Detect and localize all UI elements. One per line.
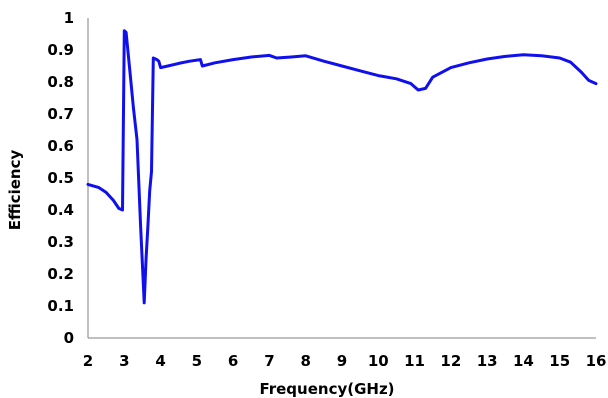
series-layer: [86, 29, 598, 305]
y-tick-label: 0.9: [47, 41, 74, 59]
x-tick-label: 7: [264, 352, 274, 370]
y-tick-label: 0.2: [47, 265, 74, 283]
y-tick-label: 0.3: [47, 233, 74, 251]
x-tick-label: 4: [155, 352, 165, 370]
efficiency-series-line: [86, 29, 598, 305]
y-axis-title: Efficiency: [6, 150, 24, 231]
x-tick-label: 12: [440, 352, 461, 370]
x-tick-label: 5: [192, 352, 202, 370]
x-tick-label: 2: [83, 352, 93, 370]
x-tick-label: 13: [477, 352, 498, 370]
x-tick-label: 10: [368, 352, 389, 370]
x-tick-label: 14: [513, 352, 534, 370]
y-tick-label: 0.1: [47, 297, 74, 315]
x-tick-label: 3: [119, 352, 129, 370]
x-tick-label: 9: [337, 352, 347, 370]
y-tick-label: 0.7: [47, 105, 74, 123]
axes: [87, 18, 596, 339]
y-tick-labels: 0 0.1 0.2 0.3 0.4 0.5 0.6 0.7 0.8 0.9 1: [47, 9, 74, 347]
x-tick-label: 11: [404, 352, 425, 370]
y-tick-label: 0.6: [47, 137, 74, 155]
x-tick-label: 8: [300, 352, 310, 370]
x-tick-label: 6: [228, 352, 238, 370]
x-axis-title: Frequency(GHz): [259, 380, 394, 398]
y-tick-label: 0: [64, 329, 74, 347]
x-tick-labels: 2 3 4 5 6 7 8 9 10 11 12 13 14 15 16: [83, 352, 607, 370]
x-tick-label: 16: [586, 352, 607, 370]
y-tick-label: 1: [64, 9, 74, 27]
y-tick-label: 0.5: [47, 169, 74, 187]
x-tick-label: 15: [549, 352, 570, 370]
y-tick-label: 0.8: [47, 73, 74, 91]
y-tick-label: 0.4: [47, 201, 74, 219]
